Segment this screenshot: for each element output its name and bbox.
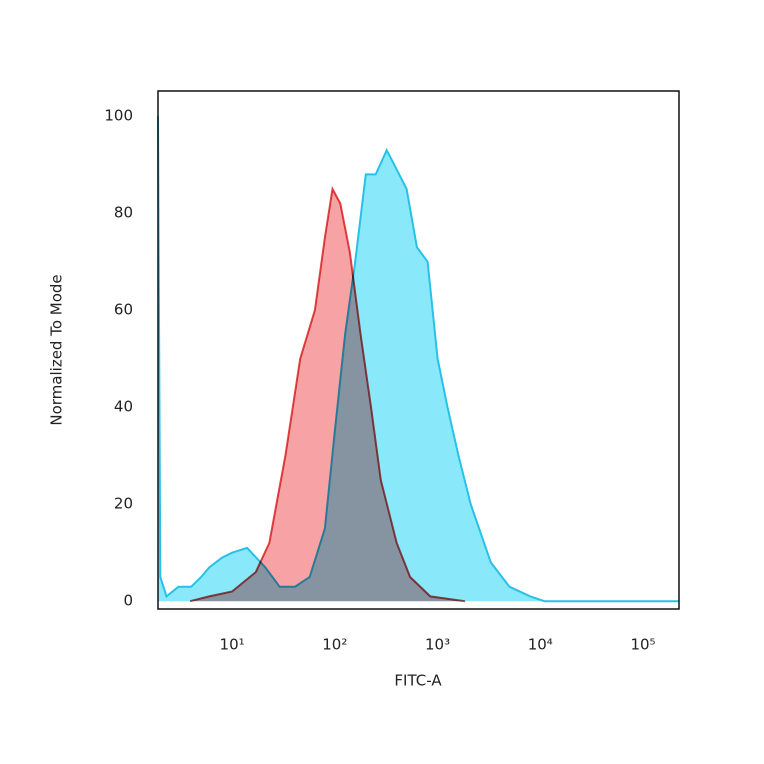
y-tick-label: 100 xyxy=(104,107,133,125)
area-fill xyxy=(190,189,465,602)
x-tick-label: 10⁴ xyxy=(528,636,553,654)
plot-frame xyxy=(157,90,680,610)
x-tick-label: 10³ xyxy=(425,636,450,654)
area-fill xyxy=(158,116,679,602)
y-tick-label: 0 xyxy=(123,592,133,610)
x-tick-label: 10¹ xyxy=(220,636,245,654)
y-tick-label: 40 xyxy=(114,398,133,416)
y-tick-label: 20 xyxy=(114,495,133,513)
x-tick-label: 10⁵ xyxy=(630,636,655,654)
area-line xyxy=(189,185,466,603)
x-tick-label: 10² xyxy=(322,636,347,654)
y-axis-label: Normalized To Mode xyxy=(48,274,66,425)
y-tick-label: 60 xyxy=(114,301,133,319)
x-axis-label: FITC-A xyxy=(394,672,442,690)
y-tick-label: 80 xyxy=(114,204,133,222)
